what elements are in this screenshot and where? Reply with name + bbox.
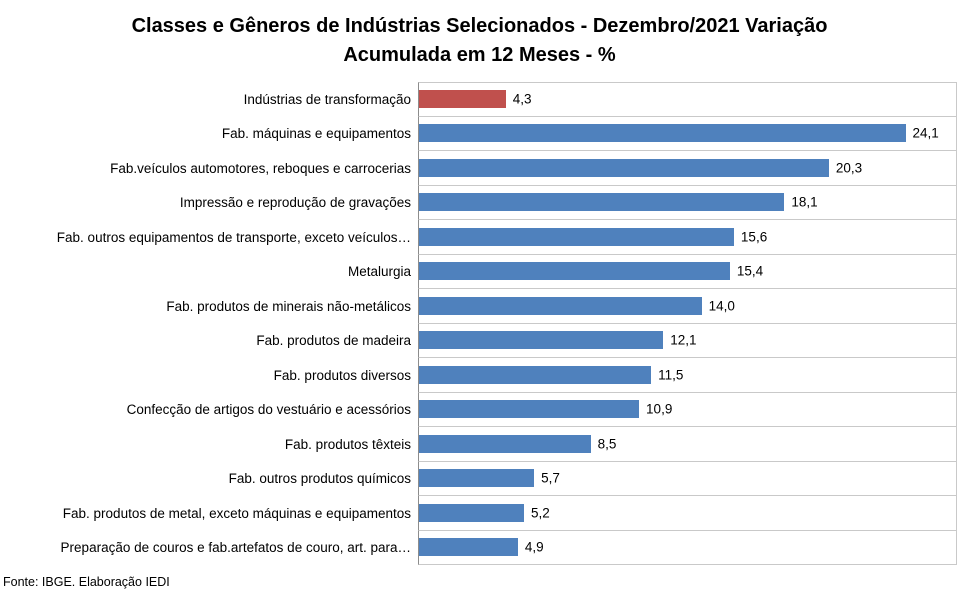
bar: [419, 262, 730, 281]
category-label: Fab. outros produtos químicos: [228, 471, 411, 487]
bar-row: Fab. produtos diversos 11,5: [0, 358, 957, 393]
value-label: 4,9: [524, 539, 544, 555]
bar: [419, 227, 734, 246]
bar-row: Fab. produtos têxteis 8,5: [0, 427, 957, 462]
bar-row: Confecção de artigos do vestuário e aces…: [0, 392, 957, 427]
bar-row: Metalurgia 15,4: [0, 254, 957, 289]
category-label: Fab. produtos diversos: [273, 367, 411, 383]
bar-row: Fab. máquinas e equipamentos 24,1: [0, 116, 957, 151]
bar-row: Fab. outros produtos químicos 5,7: [0, 461, 957, 496]
category-label: Confecção de artigos do vestuário e aces…: [126, 402, 411, 418]
plot-cell: 8,5: [418, 427, 957, 462]
bar: [419, 296, 702, 315]
chart-title-line1: Classes e Gêneros de Indústrias Selecion…: [131, 15, 828, 37]
value-label: 10,9: [646, 401, 673, 417]
bar-row: Fab. produtos de madeira 12,1: [0, 323, 957, 358]
category-label: Fab. produtos têxteis: [284, 436, 411, 452]
value-label: 5,7: [541, 470, 560, 486]
plot-cell: 5,7: [418, 461, 957, 496]
value-label: 8,5: [597, 436, 617, 452]
plot-cell: 12,1: [418, 323, 957, 358]
plot-cell: 14,0: [418, 289, 957, 324]
bar: [419, 90, 506, 109]
plot-cell: 5,2: [418, 496, 957, 531]
bar: [419, 469, 535, 488]
plot-cell: 15,4: [418, 254, 957, 289]
bar: [419, 503, 524, 522]
bar: [419, 538, 518, 557]
bar: [419, 124, 906, 143]
value-label: 15,6: [740, 229, 768, 245]
bar: [419, 434, 591, 453]
value-label: 14,0: [708, 298, 735, 314]
value-label: 20,3: [835, 160, 863, 176]
bar-chart: Indústrias de transformação 4,3 Fab. máq…: [0, 82, 957, 565]
bar-row: Fab. produtos de metal, exceto máquinas …: [0, 496, 957, 531]
bar: [419, 193, 785, 212]
bar-row: Preparação de couros e fab.artefatos de …: [0, 530, 957, 565]
chart-title: Classes e Gêneros de Indústrias Selecion…: [0, 12, 959, 70]
category-label: Fab. produtos de madeira: [256, 333, 411, 349]
value-label: 24,1: [912, 125, 939, 141]
bar: [419, 400, 640, 419]
plot-cell: 20,3: [418, 151, 957, 186]
category-label: Fab. produtos de minerais não-metálicos: [166, 298, 411, 314]
bar-row: Indústrias de transformação 4,3: [0, 82, 957, 117]
category-label: Metalurgia: [347, 264, 411, 280]
category-label: Preparação de couros e fab.artefatos de …: [60, 540, 411, 556]
category-label: Fab. outros equipamentos de transporte, …: [56, 229, 411, 245]
bar: [419, 331, 664, 350]
value-label: 11,5: [658, 367, 684, 383]
plot-cell: 24,1: [418, 116, 957, 151]
plot-cell: 10,9: [418, 392, 957, 427]
category-label: Indústrias de transformação: [243, 91, 411, 107]
category-label: Impressão e reprodução de gravações: [179, 195, 411, 211]
category-label: Fab. máquinas e equipamentos: [221, 126, 411, 142]
source-note: Fonte: IBGE. Elaboração IEDI: [3, 575, 170, 589]
plot-cell: 4,3: [418, 82, 957, 117]
bar-row: Fab.veículos automotores, reboques e car…: [0, 151, 957, 186]
bar-row: Fab. outros equipamentos de transporte, …: [0, 220, 957, 255]
bar-row: Fab. produtos de minerais não-metálicos …: [0, 289, 957, 324]
category-label: Fab.veículos automotores, reboques e car…: [110, 160, 411, 176]
chart-title-line2: Acumulada em 12 Meses - %: [343, 44, 616, 66]
value-label: 5,2: [530, 505, 550, 521]
plot-cell: 11,5: [418, 358, 957, 393]
category-label: Fab. produtos de metal, exceto máquinas …: [62, 505, 411, 521]
value-label: 15,4: [736, 263, 764, 279]
value-label: 12,1: [670, 332, 697, 348]
bar: [419, 158, 829, 177]
value-label: 18,1: [791, 194, 818, 210]
plot-cell: 4,9: [418, 530, 957, 565]
bar-row: Impressão e reprodução de gravações 18,1: [0, 185, 957, 220]
bar: [419, 365, 652, 384]
plot-cell: 18,1: [418, 185, 957, 220]
value-label: 4,3: [512, 91, 532, 107]
plot-cell: 15,6: [418, 220, 957, 255]
